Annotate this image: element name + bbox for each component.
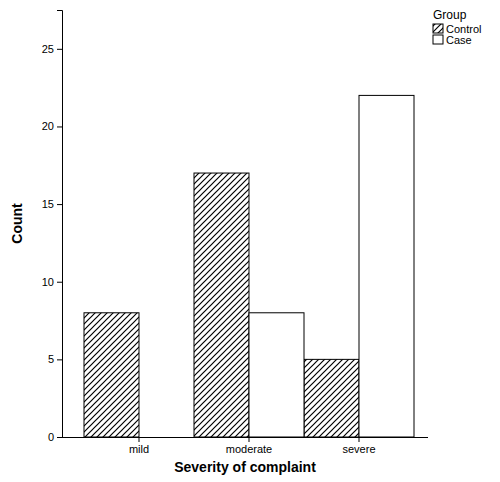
bar: [84, 313, 139, 437]
axis-line: [57, 11, 63, 438]
tick-mark: [57, 126, 62, 127]
legend-label: Case: [446, 34, 472, 46]
tick-label: 10: [42, 276, 54, 288]
y-axis-title: Count: [9, 203, 25, 244]
tick-label: 15: [42, 198, 54, 210]
y-axis: 0 5 10 15 20 25: [42, 11, 63, 444]
legend: GroupControlCase: [433, 8, 481, 46]
tick: 15: [42, 198, 62, 210]
tick-label: severe: [342, 443, 375, 455]
tick-mark: [57, 282, 62, 283]
tick: 5: [48, 353, 62, 365]
tick-label: moderate: [226, 443, 272, 455]
tick-mark: [57, 204, 62, 205]
tick: 10: [42, 276, 62, 288]
axis-line: [62, 437, 428, 438]
bar: [249, 313, 304, 437]
tick-mark: [57, 49, 62, 50]
bar: [304, 359, 359, 437]
tick: severe: [342, 437, 375, 455]
bar: [359, 95, 414, 437]
chart: 0 5 10 15 20 25 mild moderate severe Severity of …: [0, 0, 500, 482]
tick-mark: [139, 437, 140, 442]
tick-mark: [57, 437, 62, 438]
legend-title: Group: [433, 8, 467, 22]
tick-label: mild: [129, 443, 149, 455]
tick-label: 25: [42, 43, 54, 55]
tick-label: 0: [48, 431, 54, 443]
bar: [139, 437, 194, 438]
x-axis-title: Severity of complaint: [174, 459, 316, 475]
x-axis: mild moderate severe: [62, 437, 428, 455]
bars: [84, 95, 414, 437]
tick-mark: [57, 359, 62, 360]
tick-label: 20: [42, 120, 54, 132]
tick: mild: [129, 437, 149, 455]
tick: moderate: [226, 437, 272, 455]
tick: 25: [42, 43, 62, 55]
tick: 0: [48, 431, 62, 443]
tick: 20: [42, 120, 62, 132]
legend-swatch: [433, 35, 443, 44]
tick-mark: [359, 437, 360, 442]
tick-mark: [249, 437, 250, 442]
legend-swatch: [433, 24, 443, 33]
tick-label: 5: [48, 353, 54, 365]
bar: [194, 173, 249, 437]
